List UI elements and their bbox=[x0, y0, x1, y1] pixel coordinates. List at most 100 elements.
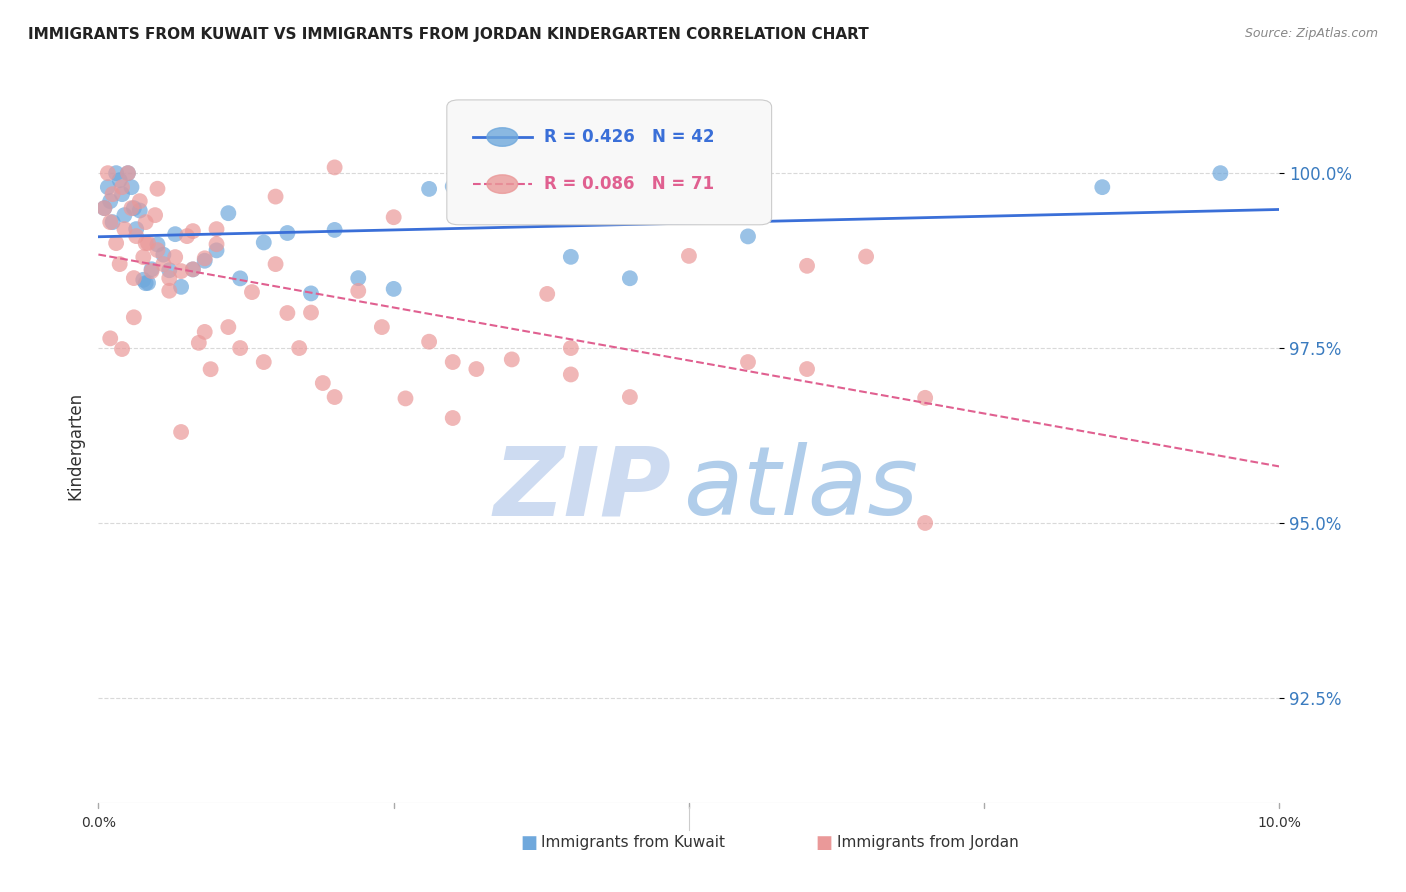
Point bbox=[176, 229, 198, 244]
Point bbox=[146, 237, 169, 252]
Point bbox=[108, 173, 131, 187]
Point bbox=[125, 229, 148, 244]
Point bbox=[299, 286, 322, 301]
Point bbox=[152, 257, 174, 271]
Point bbox=[122, 271, 145, 285]
Point bbox=[560, 368, 582, 382]
Point bbox=[117, 166, 139, 180]
Point bbox=[105, 236, 128, 251]
Point bbox=[97, 166, 120, 180]
Point bbox=[200, 362, 222, 376]
Point bbox=[194, 325, 217, 339]
Point bbox=[253, 235, 276, 250]
Point bbox=[105, 166, 128, 180]
Point bbox=[143, 208, 166, 222]
Point bbox=[101, 187, 124, 202]
Point bbox=[501, 352, 523, 367]
Point bbox=[136, 236, 159, 251]
Point bbox=[229, 271, 252, 285]
Point bbox=[97, 180, 120, 194]
Point bbox=[276, 226, 298, 240]
Point bbox=[323, 161, 346, 175]
Circle shape bbox=[486, 175, 517, 194]
Point bbox=[181, 224, 204, 238]
Point bbox=[122, 310, 145, 325]
Point bbox=[141, 264, 163, 278]
Point bbox=[122, 201, 145, 215]
Point bbox=[619, 390, 641, 404]
Point bbox=[619, 271, 641, 285]
Text: Immigrants from Kuwait: Immigrants from Kuwait bbox=[541, 836, 725, 850]
Point bbox=[347, 284, 370, 298]
Point bbox=[678, 203, 700, 218]
Point bbox=[264, 257, 287, 271]
Point bbox=[112, 208, 135, 222]
Point bbox=[418, 334, 440, 349]
Point bbox=[121, 180, 143, 194]
Point bbox=[98, 194, 121, 208]
Point bbox=[536, 287, 558, 301]
Point bbox=[323, 390, 346, 404]
Y-axis label: Kindergarten: Kindergarten bbox=[66, 392, 84, 500]
Text: R = 0.426   N = 42: R = 0.426 N = 42 bbox=[544, 128, 714, 146]
Point bbox=[111, 187, 134, 202]
Point bbox=[382, 211, 405, 225]
Point bbox=[170, 264, 193, 278]
Point bbox=[855, 250, 877, 264]
Point bbox=[253, 355, 276, 369]
Point bbox=[157, 271, 180, 285]
Point bbox=[312, 376, 335, 390]
Point bbox=[796, 259, 818, 273]
Point bbox=[914, 516, 936, 530]
Point bbox=[1209, 166, 1232, 180]
Text: Source: ZipAtlas.com: Source: ZipAtlas.com bbox=[1244, 27, 1378, 40]
Text: Immigrants from Jordan: Immigrants from Jordan bbox=[837, 836, 1018, 850]
Circle shape bbox=[486, 128, 517, 146]
Point bbox=[132, 273, 155, 287]
Point bbox=[146, 182, 169, 196]
Point bbox=[441, 355, 464, 369]
Point bbox=[1091, 180, 1114, 194]
Point bbox=[135, 276, 157, 290]
Point bbox=[371, 320, 394, 334]
Point bbox=[165, 250, 187, 264]
Point bbox=[128, 203, 150, 218]
Point bbox=[560, 341, 582, 355]
Point bbox=[93, 201, 115, 215]
Point bbox=[165, 227, 187, 242]
Text: ■: ■ bbox=[520, 834, 537, 852]
Point bbox=[132, 250, 155, 264]
Point bbox=[112, 222, 135, 236]
Point bbox=[323, 223, 346, 237]
Point bbox=[217, 320, 239, 334]
Point bbox=[737, 355, 759, 369]
Point bbox=[170, 280, 193, 294]
Point bbox=[914, 391, 936, 405]
Point bbox=[170, 425, 193, 439]
Point bbox=[93, 201, 115, 215]
Point bbox=[157, 284, 180, 298]
Point bbox=[152, 247, 174, 261]
Point bbox=[737, 229, 759, 244]
Point bbox=[394, 392, 416, 406]
Point bbox=[501, 195, 523, 210]
Point bbox=[288, 341, 311, 355]
Point bbox=[418, 182, 440, 196]
Point bbox=[217, 206, 239, 220]
Point bbox=[194, 253, 217, 268]
Point bbox=[141, 262, 163, 277]
Point bbox=[441, 411, 464, 425]
Point bbox=[796, 362, 818, 376]
Text: 10.0%: 10.0% bbox=[1257, 816, 1302, 830]
Text: IMMIGRANTS FROM KUWAIT VS IMMIGRANTS FROM JORDAN KINDERGARTEN CORRELATION CHART: IMMIGRANTS FROM KUWAIT VS IMMIGRANTS FRO… bbox=[28, 27, 869, 42]
Point bbox=[108, 257, 131, 271]
Point bbox=[299, 305, 322, 319]
Point bbox=[678, 249, 700, 263]
Point bbox=[229, 341, 252, 355]
Point bbox=[465, 362, 488, 376]
Point bbox=[101, 215, 124, 229]
Point bbox=[187, 335, 209, 350]
Text: ■: ■ bbox=[815, 834, 832, 852]
Point bbox=[125, 222, 148, 236]
Point bbox=[441, 179, 464, 194]
